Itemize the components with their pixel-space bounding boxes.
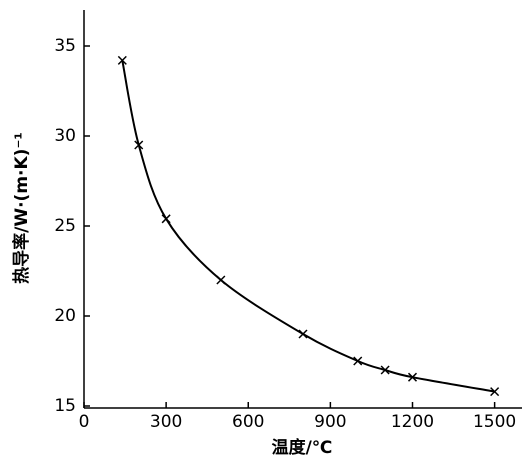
marker	[161, 214, 171, 224]
marker	[407, 372, 418, 382]
x-axis-label: 温度/℃	[272, 437, 333, 458]
marker	[298, 329, 308, 339]
marker	[117, 55, 127, 65]
y-tick-label: 20	[54, 306, 76, 326]
marker	[490, 387, 500, 397]
marker	[216, 275, 226, 285]
x-tick-label: 600	[232, 412, 264, 432]
y-tick-label: 25	[54, 216, 76, 236]
marker	[134, 140, 144, 150]
y-tick-label: 30	[54, 126, 76, 146]
y-tick-label: 35	[54, 36, 76, 56]
x-tick-label: 900	[314, 412, 346, 432]
marker	[380, 365, 390, 375]
x-tick-label: 1500	[473, 412, 516, 432]
y-tick-label: 15	[54, 396, 76, 416]
line	[121, 60, 495, 393]
x-tick-label: 300	[150, 412, 182, 432]
y-axis-label: 热导率/W·(m·K)⁻¹	[11, 132, 32, 284]
x-tick-label: 0	[79, 412, 90, 432]
x-tick-label: 1200	[391, 412, 434, 432]
marker	[353, 356, 363, 366]
